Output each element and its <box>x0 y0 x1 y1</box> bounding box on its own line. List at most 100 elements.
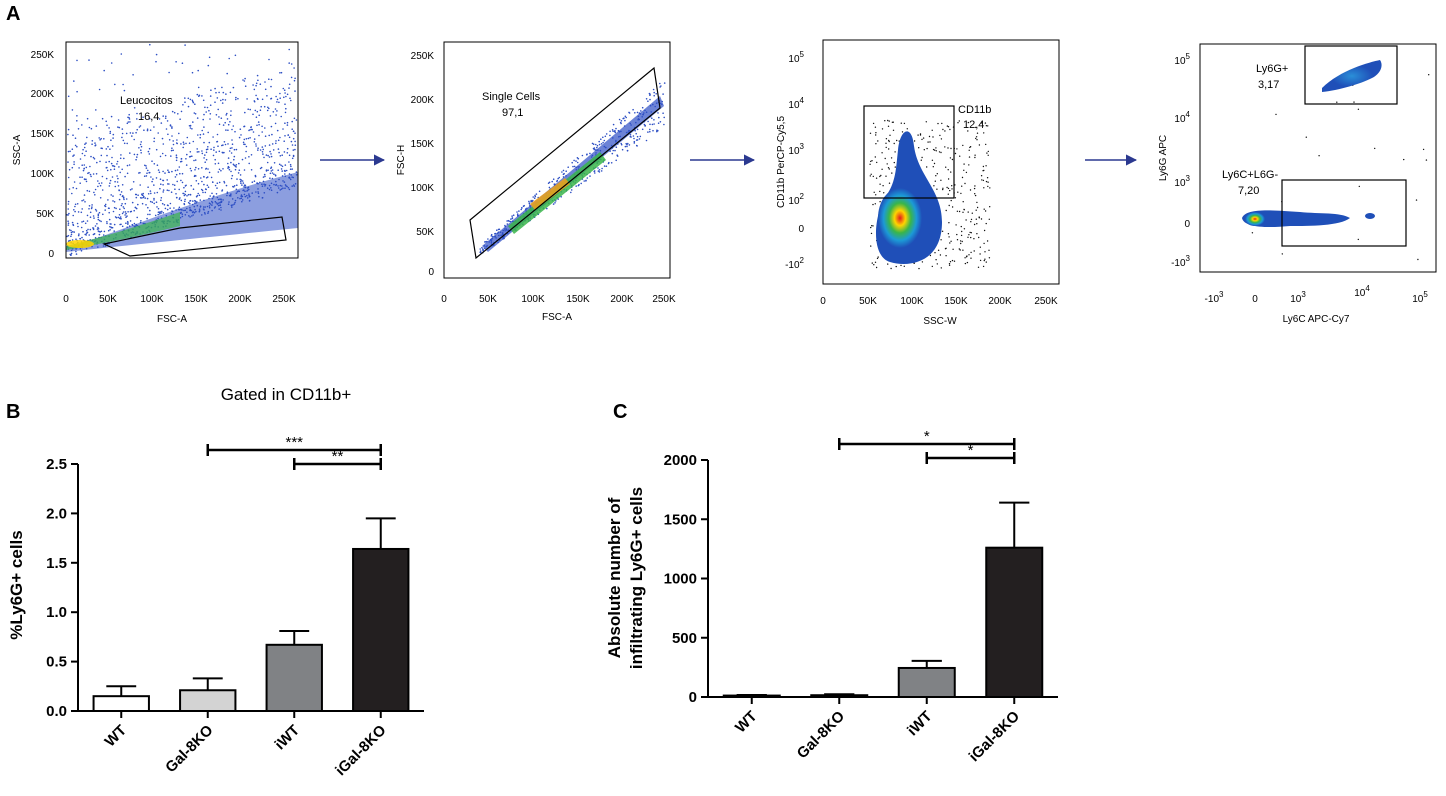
event-dot <box>123 142 126 145</box>
event-dot <box>85 232 88 234</box>
event-dot <box>101 189 104 191</box>
event-dot <box>100 154 103 157</box>
event-dot <box>121 203 123 205</box>
event-dot <box>596 144 599 147</box>
event-dot <box>90 155 92 158</box>
event-dot <box>89 228 92 231</box>
event-dot <box>988 257 991 259</box>
bar-chart-percent-ly6g: Gated in CD11b+ %Ly6G+ cells 0.00.51.01.… <box>7 385 424 779</box>
event-dot <box>497 228 500 231</box>
event-dot <box>243 169 246 171</box>
event-dot <box>612 130 614 132</box>
event-dot <box>242 79 244 81</box>
event-dot <box>987 154 989 156</box>
event-dot <box>610 162 613 164</box>
event-dot <box>934 149 936 151</box>
event-dot <box>286 121 289 124</box>
event-dot <box>213 146 215 149</box>
event-dot <box>869 163 871 165</box>
event-dot <box>273 173 275 175</box>
event-dot <box>166 208 169 211</box>
event-dot <box>1358 185 1361 188</box>
event-dot <box>621 148 624 151</box>
event-dot <box>258 134 260 137</box>
event-dot <box>636 128 639 131</box>
event-dot <box>881 168 883 170</box>
y-tick: -102 <box>785 256 804 271</box>
event-dot <box>261 125 263 128</box>
event-dot <box>95 210 98 212</box>
event-dot <box>118 198 121 201</box>
event-dot <box>598 171 601 173</box>
event-dot <box>644 125 646 127</box>
event-dot <box>189 200 191 202</box>
event-dot <box>121 132 124 135</box>
y-axis-label: SSC-A <box>12 134 23 165</box>
event-dot <box>645 98 648 100</box>
event-dot <box>936 173 938 175</box>
event-dot <box>976 206 979 209</box>
event-dot <box>201 95 203 97</box>
event-dot <box>518 210 520 212</box>
event-dot <box>115 207 117 210</box>
event-dot <box>104 209 106 211</box>
event-dot <box>188 156 191 158</box>
event-dot <box>210 176 213 179</box>
event-dot <box>260 105 263 108</box>
event-dot <box>122 83 124 86</box>
event-dot <box>157 211 160 213</box>
event-dot <box>81 152 84 155</box>
event-dot <box>280 115 283 118</box>
event-dot <box>213 149 215 151</box>
event-dot <box>600 138 602 140</box>
event-dot <box>138 147 140 149</box>
event-dot <box>597 167 599 169</box>
bar <box>265 643 323 713</box>
event-dot <box>198 194 201 197</box>
event-dot <box>73 80 75 82</box>
event-dot <box>614 129 616 132</box>
event-dot <box>892 121 894 123</box>
event-dot <box>233 185 236 187</box>
event-dot <box>528 203 531 205</box>
event-dot <box>871 160 873 162</box>
event-dot <box>104 203 107 206</box>
gate-ly6c <box>1281 179 1407 247</box>
event-dot <box>981 122 983 124</box>
event-dot <box>140 149 142 151</box>
event-dot <box>269 115 272 117</box>
event-dot <box>205 167 208 170</box>
event-dot <box>149 190 152 192</box>
event-dot <box>203 175 205 178</box>
event-dot <box>116 160 119 163</box>
event-dot <box>194 159 197 161</box>
event-dot <box>143 129 145 131</box>
event-dot <box>888 168 890 170</box>
event-dot <box>131 201 134 204</box>
event-dot <box>238 162 240 165</box>
event-dot <box>883 192 885 194</box>
event-dot <box>207 146 209 148</box>
event-dot <box>1251 232 1254 234</box>
event-dot <box>264 175 266 178</box>
event-dot <box>121 225 124 228</box>
event-dot <box>987 125 989 127</box>
event-dot <box>67 128 70 131</box>
event-dot <box>172 140 174 142</box>
event-dot <box>179 172 181 175</box>
event-dot <box>281 154 284 156</box>
event-dot <box>88 171 90 174</box>
bar-chart-absolute-ly6g: Absolute number of infiltrating Ly6G+ ce… <box>605 428 1058 765</box>
event-dot <box>256 74 259 77</box>
event-dot <box>85 229 88 232</box>
event-dot <box>220 169 222 172</box>
event-dot <box>970 251 972 254</box>
event-dot <box>919 134 922 136</box>
event-dot <box>879 183 881 185</box>
event-dot <box>215 151 217 153</box>
event-dot <box>242 141 245 144</box>
event-dot <box>95 125 98 127</box>
event-dot <box>627 142 629 145</box>
event-dot <box>966 261 969 264</box>
event-dot <box>216 182 219 184</box>
